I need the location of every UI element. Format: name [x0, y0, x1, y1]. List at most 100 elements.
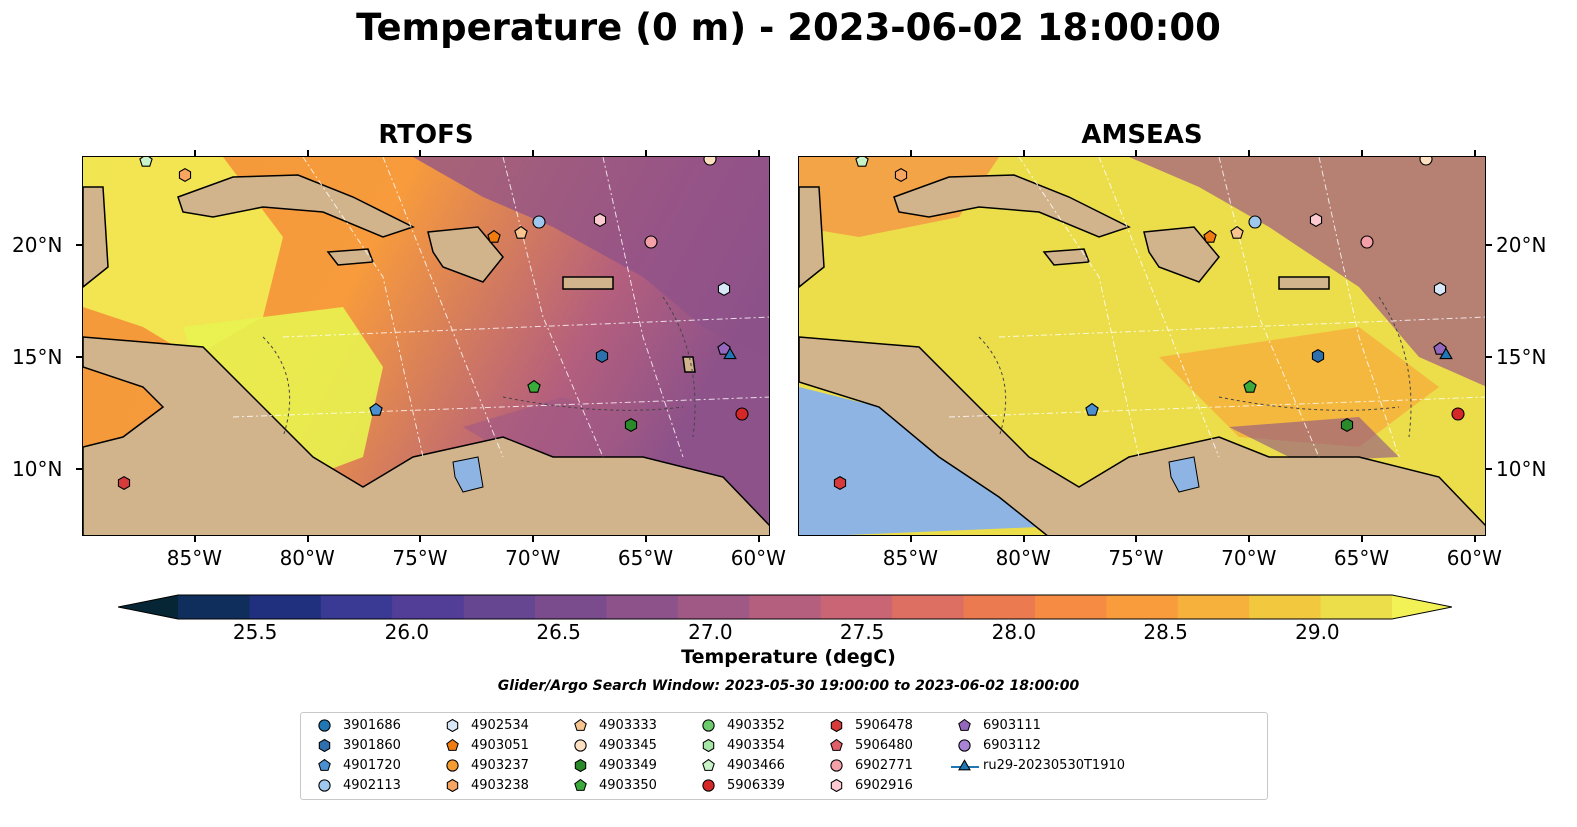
marker-3901860[interactable]	[1310, 348, 1326, 364]
lon-tick-label: 70°W	[505, 546, 561, 570]
search-window-text: Glider/Argo Search Window: 2023-05-30 19…	[497, 678, 1080, 694]
marker-3901860[interactable]	[594, 348, 610, 364]
legend-label: 5906478	[855, 718, 913, 733]
lat-tick-label: 20°N	[12, 233, 63, 258]
marker-5906339[interactable]	[734, 406, 750, 422]
lon-tick-label: 65°W	[617, 546, 674, 570]
legend-marker-6903111	[958, 718, 971, 731]
lon-tick-label: 75°W	[1108, 546, 1164, 570]
colorbar-tick-label: 26.0	[384, 620, 430, 644]
marker-6902916[interactable]	[1308, 212, 1324, 228]
marker-4903350[interactable]	[526, 379, 542, 395]
colorbar-segment	[1106, 595, 1179, 619]
amseas-map[interactable]	[798, 156, 1486, 536]
lon-tick-mark-top	[306, 150, 309, 156]
legend-label: 4903352	[727, 718, 785, 733]
marker-4901720[interactable]	[1084, 402, 1100, 418]
legend-label: 6902771	[855, 758, 913, 773]
legend-label: 4901720	[343, 758, 401, 773]
marker-4902113[interactable]	[531, 214, 547, 230]
colorbar-tick-label: 27.5	[839, 620, 885, 644]
marker-6902771[interactable]	[1359, 234, 1375, 250]
legend-label: 6902916	[855, 778, 913, 793]
marker-ru29-20230530T1910[interactable]	[722, 346, 738, 362]
lat-tick-mark	[1486, 244, 1492, 247]
colorbar-outline	[118, 594, 1452, 620]
lat-tick-mark	[76, 244, 82, 247]
legend-marker-6902771	[830, 759, 843, 772]
marker-4903238[interactable]	[177, 167, 193, 183]
marker-6903111[interactable]	[716, 341, 732, 357]
legend-label: 4903354	[727, 738, 785, 753]
marker-6902771[interactable]	[643, 234, 659, 250]
lon-tick-label: 70°W	[1221, 546, 1277, 570]
lon-tick-mark	[1022, 536, 1025, 542]
legend-marker-5906339	[702, 779, 715, 792]
legend-label: ru29-20230530T1910	[983, 758, 1126, 773]
colorbar-segment	[677, 595, 750, 619]
legend-marker-3901860	[318, 738, 331, 753]
marker-4903466[interactable]	[138, 156, 154, 169]
lon-tick-mark	[644, 536, 647, 542]
colorbar-tick-label: 27.0	[688, 620, 733, 644]
legend-marker-4903352	[702, 719, 715, 732]
lon-tick-mark	[306, 536, 309, 542]
lon-tick-mark-top	[909, 150, 912, 156]
lon-tick-mark-top	[193, 150, 196, 156]
legend-label: 5906339	[727, 778, 785, 793]
lon-tick-mark-top	[1360, 150, 1363, 156]
lon-tick-mark	[532, 536, 535, 542]
amseas-panel-title: AMSEAS	[1081, 120, 1203, 150]
lat-tick-mark	[76, 467, 82, 470]
marker-4902113[interactable]	[1247, 214, 1263, 230]
legend-label: 5906480	[855, 738, 913, 753]
lon-tick-mark-top	[644, 150, 647, 156]
marker-4903349[interactable]	[623, 417, 639, 433]
lon-tick-mark	[193, 536, 196, 542]
legend-marker-4903237	[446, 759, 459, 772]
lon-tick-label: 75°W	[392, 546, 448, 570]
colorbar-segment	[963, 595, 1036, 619]
legend-label: 4903349	[599, 758, 657, 773]
marker-4903051[interactable]	[1202, 229, 1218, 245]
lon-tick-mark-top	[1473, 150, 1476, 156]
marker-5906478[interactable]	[832, 475, 848, 491]
marker-4903466[interactable]	[854, 156, 870, 169]
colorbar-segment	[1320, 595, 1393, 619]
marker-4903333[interactable]	[513, 225, 529, 241]
legend-label: 3901686	[343, 718, 401, 733]
lon-tick-mark	[1360, 536, 1363, 542]
marker-4903349[interactable]	[1339, 417, 1355, 433]
marker-5906339[interactable]	[1450, 406, 1466, 422]
legend-marker-5906478	[830, 718, 843, 733]
marker-4903345[interactable]	[1418, 156, 1434, 167]
marker-4902534[interactable]	[1432, 281, 1448, 297]
marker-4901720[interactable]	[368, 402, 384, 418]
marker-4903350[interactable]	[1242, 379, 1258, 395]
colorbar-segment	[892, 595, 965, 619]
lon-tick-mark-top	[419, 150, 422, 156]
lon-tick-mark	[1135, 536, 1138, 542]
lon-tick-mark-top	[1248, 150, 1251, 156]
marker-4903345[interactable]	[702, 156, 718, 167]
lon-tick-mark	[757, 536, 760, 542]
lon-tick-label: 85°W	[166, 546, 223, 570]
colorbar-segment	[463, 595, 536, 619]
marker-ru29-20230530T1910[interactable]	[1438, 346, 1454, 362]
lon-tick-mark-top	[1135, 150, 1138, 156]
legend-label: 4903350	[599, 778, 657, 793]
marker-4902534[interactable]	[716, 281, 732, 297]
marker-4903051[interactable]	[486, 229, 502, 245]
marker-6903111[interactable]	[1432, 341, 1448, 357]
marker-6902916[interactable]	[592, 212, 608, 228]
marker-4903333[interactable]	[1229, 225, 1245, 241]
colorbar-segment	[392, 595, 465, 619]
rtofs-map[interactable]	[82, 156, 770, 536]
marker-5906478[interactable]	[116, 475, 132, 491]
lat-tick-label: 10°N	[1496, 456, 1547, 481]
lat-tick-label: 10°N	[12, 456, 63, 481]
marker-4903238[interactable]	[893, 167, 909, 183]
legend-marker-3901686	[318, 719, 331, 732]
colorbar-segment	[606, 595, 679, 619]
lat-tick-mark	[1486, 467, 1492, 470]
